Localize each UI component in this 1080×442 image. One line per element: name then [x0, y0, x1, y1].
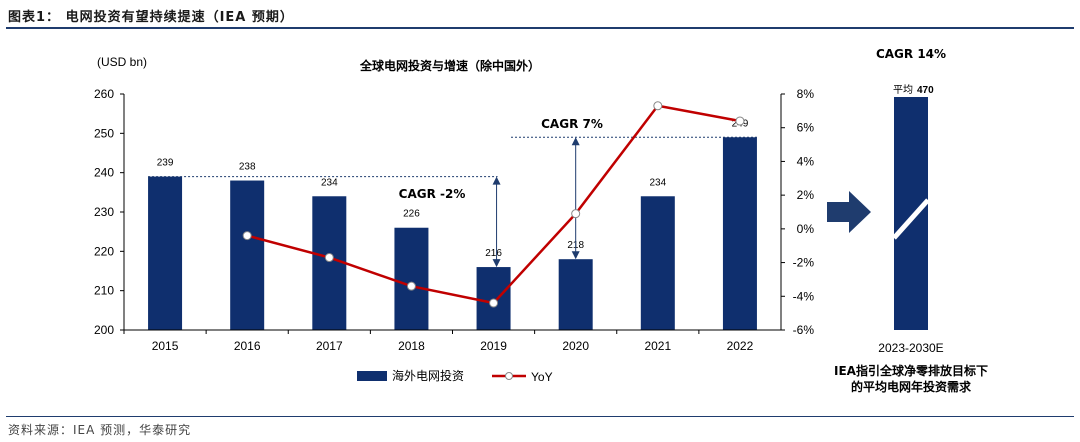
bar [230, 180, 265, 330]
x-tick-label: 2019 [480, 339, 507, 353]
chart-title: 全球电网投资与增速（除中国外） [359, 58, 540, 73]
bar [640, 196, 675, 330]
header-rule [6, 27, 1074, 29]
right-tick-label: -6% [793, 323, 815, 337]
projection-bar [894, 97, 928, 330]
legend: 海外电网投资 YoY [357, 368, 553, 384]
x-tick-label: 2022 [727, 339, 754, 353]
yoy-line-series [242, 101, 745, 308]
projection-value-label: 470 [917, 85, 934, 96]
cagr2-arrow-head [571, 137, 580, 146]
x-tick-label: 2016 [234, 339, 261, 353]
cagr1-arrow-head [492, 176, 501, 185]
source-note: 资料来源：IEA 预测，华泰研究 [8, 423, 192, 437]
right-tick-label: -2% [793, 256, 815, 270]
projection-caption-line2: 的平均电网年投资需求 [851, 379, 972, 394]
yoy-point [324, 253, 334, 263]
bar [558, 259, 593, 330]
legend-bar-label: 海外电网投资 [392, 368, 464, 383]
projection-top-label: 平均 [893, 84, 913, 96]
cagr2-label: CAGR 7% [541, 117, 603, 131]
x-tick-label: 2021 [644, 339, 671, 353]
left-tick-label: 260 [94, 87, 114, 101]
cagr-annotations: CAGR -2% CAGR 7% [148, 117, 757, 268]
cagr2-arrow-head [571, 251, 580, 260]
bar [722, 137, 757, 330]
left-tick-label: 200 [94, 323, 114, 337]
bar-value-label: 234 [321, 177, 338, 188]
bar [394, 227, 429, 330]
bar-value-label: 216 [485, 248, 502, 259]
x-tick-label: 2018 [398, 339, 425, 353]
right-tick-label: 0% [797, 222, 815, 236]
legend-line-marker [505, 372, 513, 380]
left-tick-label: 210 [94, 284, 114, 298]
yoy-point [406, 281, 416, 291]
projection-cagr-label: CAGR 14% [876, 47, 946, 61]
bar-value-label: 239 [157, 158, 174, 169]
unit-label: (USD bn) [97, 55, 147, 69]
axes: 200 210 220 230 240 250 260 -6% -4% -2% 0% 2% 4% 6% 8%… [94, 87, 814, 353]
projection-arrow-icon [827, 191, 871, 233]
right-tick-label: 8% [797, 87, 815, 101]
x-tick-label: 2020 [562, 339, 589, 353]
right-tick-label: 2% [797, 188, 815, 202]
bar-value-label: 226 [403, 209, 420, 220]
cagr1-arrow-head [492, 259, 501, 268]
bar [312, 196, 347, 330]
left-tick-label: 220 [94, 244, 114, 258]
projection-category-label: 2023-2030E [878, 341, 943, 355]
right-tick-label: 4% [797, 154, 815, 168]
bar [148, 176, 183, 330]
bar-value-label: 238 [239, 162, 256, 173]
axis-break-mark [892, 198, 930, 240]
projection-panel: CAGR 14% 平均 470 2023-2030E IEA指引全球净零排放目标下的平均… [827, 47, 988, 394]
legend-bar-swatch [357, 371, 387, 381]
projection-caption-line1: IEA指引全球净零排放目标下 [834, 363, 988, 378]
bar-value-label: 234 [649, 177, 666, 188]
yoy-point [489, 298, 499, 308]
left-tick-label: 230 [94, 205, 114, 219]
yoy-point [653, 101, 663, 111]
yoy-point [242, 231, 252, 241]
x-tick-label: 2015 [152, 339, 179, 353]
right-tick-label: -4% [793, 289, 815, 303]
yoy-point [571, 209, 581, 219]
right-tick-label: 6% [797, 121, 815, 135]
cagr1-label: CAGR -2% [399, 187, 466, 201]
footer-rule [6, 416, 1074, 417]
figure-title: 图表1： 电网投资有望持续提速（IEA 预期） [8, 10, 294, 25]
yoy-point [735, 116, 745, 126]
left-tick-label: 250 [94, 126, 114, 140]
legend-line-label: YoY [531, 370, 553, 384]
x-tick-label: 2017 [316, 339, 343, 353]
left-tick-label: 240 [94, 166, 114, 180]
bar-series [148, 137, 757, 330]
